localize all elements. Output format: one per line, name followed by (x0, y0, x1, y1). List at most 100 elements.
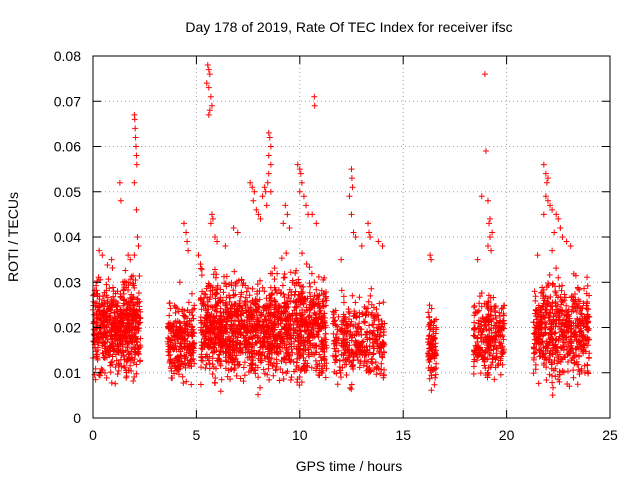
data-point (126, 325, 133, 332)
data-point (133, 339, 140, 346)
data-point (274, 360, 281, 367)
data-point (167, 330, 174, 337)
data-point (241, 319, 248, 326)
data-point (260, 366, 267, 373)
data-point (128, 299, 135, 306)
data-point (121, 333, 128, 340)
data-point (240, 378, 247, 385)
data-point (178, 358, 185, 365)
data-point (203, 285, 210, 292)
data-point (174, 356, 181, 363)
data-point (114, 324, 121, 331)
data-point (232, 309, 239, 316)
y-axis-title: ROTI / TECUs (5, 192, 21, 282)
data-point (232, 301, 239, 308)
data-point (109, 361, 116, 368)
data-point (236, 321, 243, 328)
data-point (166, 312, 173, 319)
data-point (201, 344, 208, 351)
data-point (137, 308, 144, 315)
data-point (174, 318, 181, 325)
data-point (273, 356, 280, 363)
data-point (209, 371, 216, 378)
data-point (184, 357, 191, 364)
data-point (238, 276, 245, 283)
data-point (237, 332, 244, 339)
data-point (231, 365, 238, 372)
data-point (93, 330, 100, 337)
data-point (255, 391, 262, 398)
data-point (246, 362, 253, 369)
data-point (166, 359, 173, 366)
data-point (260, 339, 267, 346)
data-point (240, 364, 247, 371)
data-point (198, 266, 205, 273)
data-point (245, 312, 252, 319)
data-point (206, 365, 213, 372)
data-point (99, 342, 106, 349)
data-point (235, 362, 242, 369)
data-point (210, 329, 217, 336)
data-point (93, 312, 100, 319)
data-point (240, 280, 247, 287)
data-point (100, 322, 107, 329)
data-point (203, 323, 210, 330)
data-point (179, 373, 186, 380)
data-point (234, 339, 241, 346)
data-point (124, 304, 131, 311)
data-point (228, 354, 235, 361)
data-point (112, 380, 119, 387)
data-point (222, 328, 229, 335)
data-point (167, 351, 174, 358)
data-point (110, 284, 117, 291)
y-tick-label: 0.08 (54, 48, 81, 64)
data-point (209, 291, 216, 298)
data-point (122, 367, 129, 374)
data-point (184, 321, 191, 328)
data-point (173, 336, 180, 343)
data-point (217, 314, 224, 321)
data-point (217, 388, 224, 395)
data-point (127, 362, 134, 369)
data-point (268, 291, 275, 298)
data-point (167, 363, 174, 370)
data-point (260, 318, 267, 325)
data-point (254, 291, 261, 298)
data-point (202, 353, 209, 360)
data-point (209, 361, 216, 368)
data-point (210, 343, 216, 350)
data-point (242, 328, 249, 335)
data-point (108, 339, 115, 346)
data-point (125, 287, 132, 294)
y-tick-label: 0 (73, 410, 81, 426)
data-point (249, 335, 256, 342)
data-point (233, 312, 240, 319)
data-point (94, 278, 101, 285)
data-point (222, 324, 229, 331)
data-point (267, 284, 274, 291)
data-point (203, 361, 210, 368)
data-point (135, 325, 142, 332)
data-point (182, 360, 189, 367)
data-point (130, 302, 137, 309)
data-point (264, 371, 271, 378)
data-point (129, 332, 136, 339)
data-point (283, 250, 290, 257)
data-point (203, 307, 210, 314)
data-point (115, 312, 122, 319)
data-point (223, 283, 230, 290)
data-point (212, 365, 219, 372)
data-point (91, 331, 98, 338)
data-point (175, 308, 182, 315)
data-point (266, 350, 273, 357)
data-point (243, 344, 250, 351)
data-point (211, 266, 218, 273)
data-point (212, 339, 219, 346)
data-point (247, 304, 254, 311)
data-point (114, 300, 121, 307)
data-point (199, 357, 206, 364)
data-point (256, 277, 263, 284)
data-point (245, 340, 252, 347)
data-point (117, 337, 124, 344)
data-point (135, 290, 142, 297)
